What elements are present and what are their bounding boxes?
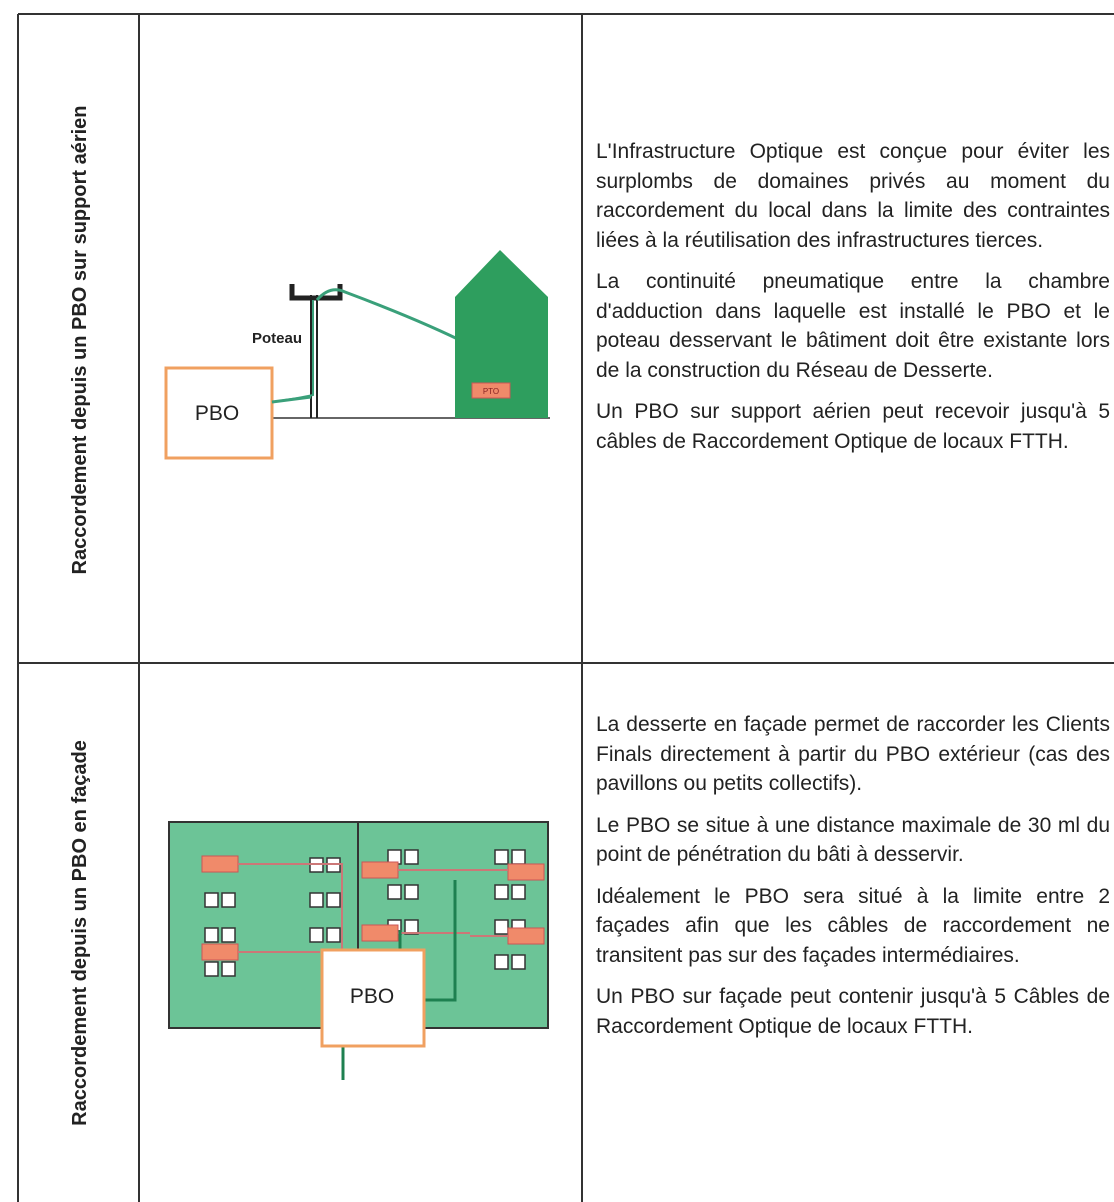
table-borders xyxy=(17,13,1114,1202)
paragraph: Un PBO sur façade peut contenir jusqu'à … xyxy=(596,985,1110,1038)
paragraph: La desserte en façade permet de raccorde… xyxy=(596,713,1110,795)
paragraph: Le PBO se situe à une distance maximale … xyxy=(596,813,1110,867)
description: L'Infrastructure Optique est conçue pour… xyxy=(596,137,1110,468)
row-header: Raccordement depuis un PBO sur support a… xyxy=(69,106,91,575)
description: La desserte en façade permet de raccorde… xyxy=(596,710,1110,1053)
facade-diagram: PBO xyxy=(168,821,549,1080)
pole-label: Poteau xyxy=(252,330,302,347)
outlet-label: PTO xyxy=(483,387,499,396)
aerial-diagram: PTO Poteau PBO xyxy=(164,250,550,460)
paragraph: L'Infrastructure Optique est conçue pour… xyxy=(596,140,1110,252)
row-header: Raccordement depuis un PBO en façade xyxy=(69,740,91,1126)
box-label: PBO xyxy=(195,402,239,425)
box-label: PBO xyxy=(350,985,394,1008)
paragraph: Un PBO sur support aérien peut recevoir … xyxy=(596,400,1110,453)
paragraph: La continuité pneumatique entre la chamb… xyxy=(596,270,1110,382)
paragraph: Idéalement le PBO sera situé à la limite… xyxy=(596,884,1110,967)
